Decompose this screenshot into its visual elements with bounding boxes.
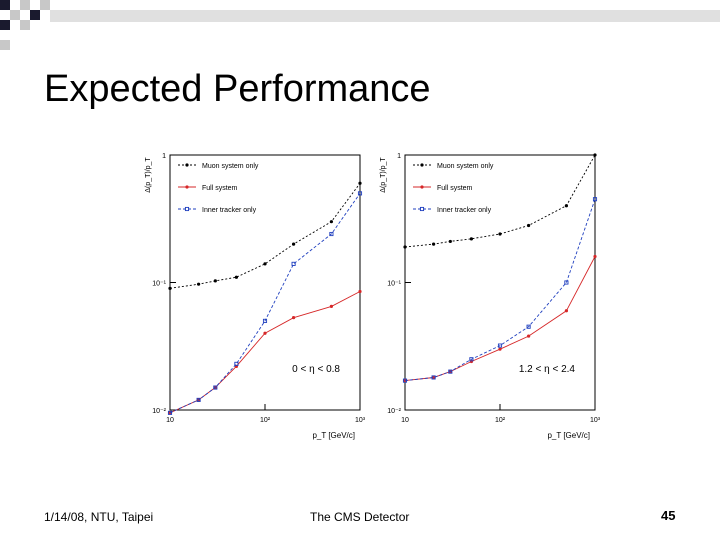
x-tick-label: 10³ (590, 417, 601, 424)
y-tick-label: 1 (162, 153, 166, 160)
data-point (431, 242, 436, 246)
data-point (358, 181, 362, 185)
deco-bar (50, 10, 720, 22)
data-point (263, 262, 267, 266)
legend-label: Full system (202, 185, 238, 192)
data-point (431, 375, 436, 380)
y-tick-label: 10⁻² (152, 408, 166, 415)
chart-left: 1 10⁻¹ 10⁻²10 10² 10³ Δ(p_T)/p_T p_T [GeV/c] Mu… (145, 153, 366, 440)
data-point (234, 275, 239, 279)
x-tick-label: 10 (166, 417, 174, 424)
data-point (593, 153, 597, 157)
slide-title: Expected Performance (44, 68, 431, 110)
data-point (196, 397, 201, 402)
data-point (469, 237, 474, 241)
data-point (526, 223, 531, 228)
eta-range-annotation: 0 < η < 0.8 (292, 364, 340, 375)
x-tick-label: 10² (260, 417, 271, 424)
data-point (431, 375, 436, 380)
data-point (593, 254, 597, 259)
data-point (196, 282, 201, 286)
legend-label: Muon system only (202, 163, 259, 170)
deco-square (10, 10, 20, 20)
data-point (564, 280, 569, 285)
data-point (329, 304, 334, 308)
data-point (403, 379, 407, 383)
data-point (262, 318, 268, 323)
data-point (291, 261, 296, 266)
data-point (329, 231, 334, 237)
data-point (358, 289, 362, 294)
series-line (169, 193, 361, 414)
deco-square (30, 10, 40, 20)
data-point (469, 357, 474, 362)
data-point (263, 331, 267, 335)
legend-label: Inner tracker only (437, 207, 492, 214)
series-line (404, 199, 596, 382)
deco-square (0, 20, 10, 30)
chart-right: 1 10⁻¹ 10⁻²10 10² 10³ Δ(p_T)/p_T p_T [GeV/c] Mu… (380, 153, 601, 440)
legend-marker (420, 185, 424, 189)
data-point (329, 220, 334, 224)
data-point (448, 369, 453, 374)
data-point (291, 316, 296, 320)
series-line (404, 154, 596, 248)
x-tick-label: 10 (401, 417, 409, 424)
data-point (213, 385, 218, 390)
data-point (564, 309, 569, 313)
y-tick-label: 10⁻¹ (387, 281, 401, 288)
data-point (448, 239, 452, 244)
x-tick-label: 10² (495, 417, 506, 424)
series-line (169, 291, 361, 414)
legend-marker (185, 163, 189, 167)
series-line (404, 256, 596, 382)
data-point (498, 347, 502, 351)
data-point (357, 191, 363, 196)
y-axis-label: Δ(p_T)/p_T (380, 157, 387, 193)
y-tick-label: 10⁻¹ (152, 281, 166, 288)
slide-decoration (0, 0, 720, 50)
legend-label: Muon system only (437, 163, 494, 170)
deco-square (0, 0, 10, 10)
eta-range-annotation: 1.2 < η < 2.4 (519, 364, 576, 375)
data-point (213, 279, 217, 283)
data-point (403, 245, 407, 249)
data-point (291, 242, 296, 246)
legend-marker (419, 206, 425, 212)
footer-date-location: 1/14/08, NTU, Taipei (44, 510, 154, 524)
legend-marker (185, 185, 189, 189)
data-point (592, 197, 598, 202)
data-point (402, 378, 408, 383)
data-point (469, 359, 474, 364)
legend-marker (420, 163, 424, 167)
y-axis-label: Δ(p_T)/p_T (145, 157, 152, 193)
data-point (167, 410, 173, 415)
deco-square (40, 0, 50, 10)
data-point (564, 204, 569, 208)
legend-marker (184, 206, 190, 212)
y-tick-label: 10⁻² (387, 408, 401, 415)
deco-square (20, 20, 30, 30)
data-point (498, 232, 502, 236)
page-number: 45 (661, 508, 676, 523)
legend-label: Full system (437, 185, 473, 192)
deco-square (20, 0, 30, 10)
data-point (497, 343, 503, 348)
x-tick-label: 10³ (355, 417, 366, 424)
legend-label: Inner tracker only (202, 207, 257, 214)
data-point (234, 361, 239, 366)
deco-square (0, 40, 10, 50)
y-tick-label: 1 (397, 153, 401, 160)
footer-presentation-title: The CMS Detector (310, 510, 410, 524)
data-point (526, 334, 531, 338)
x-axis-label: p_T [GeV/c] (312, 431, 355, 440)
x-axis-label: p_T [GeV/c] (547, 431, 590, 440)
data-point (526, 324, 531, 329)
data-point (168, 286, 172, 290)
data-point (168, 411, 172, 415)
